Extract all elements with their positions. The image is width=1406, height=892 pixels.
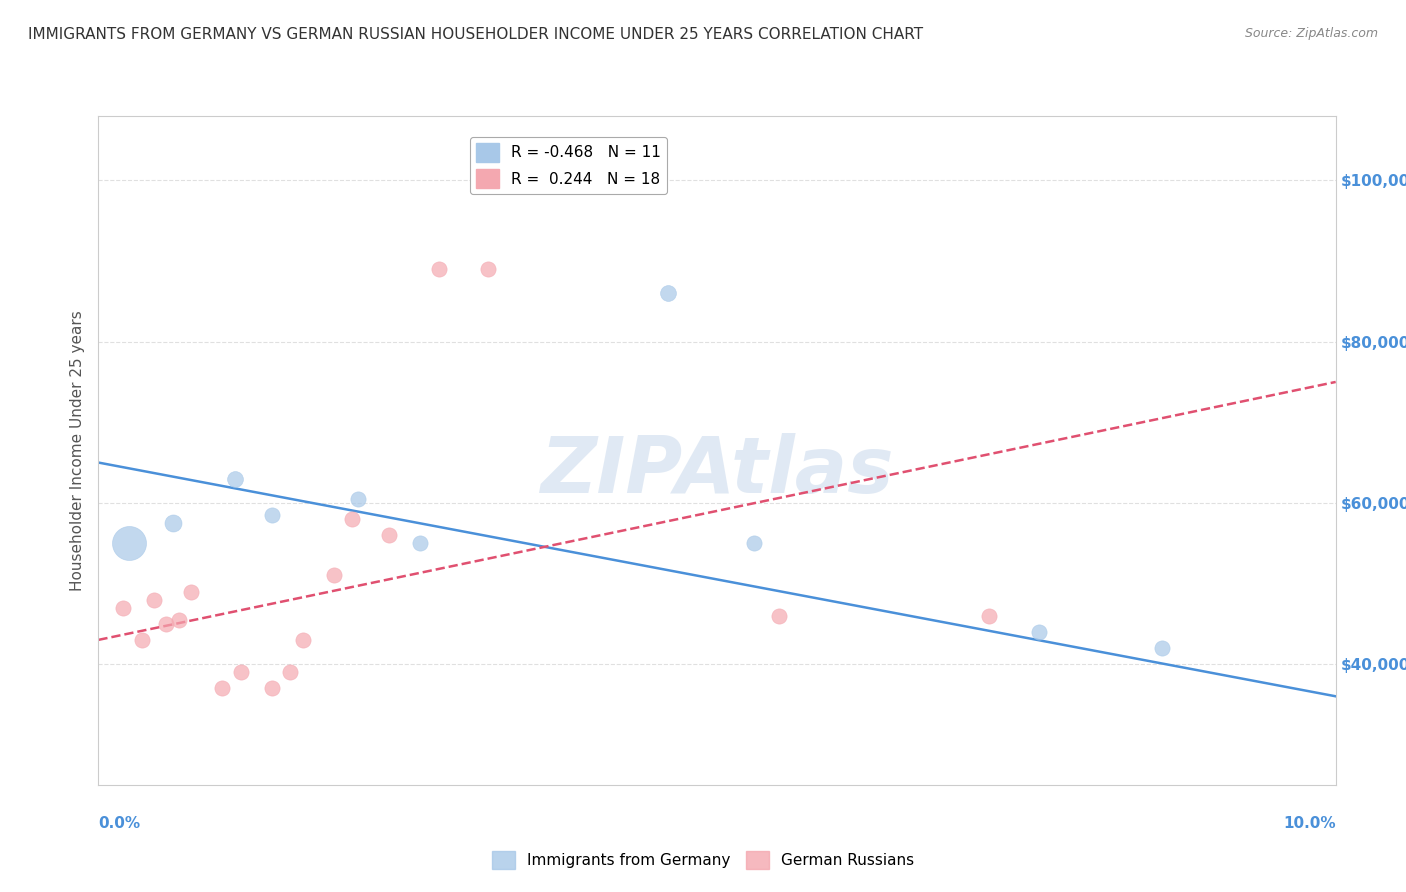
Text: ZIPAtlas: ZIPAtlas [540,433,894,508]
Text: IMMIGRANTS FROM GERMANY VS GERMAN RUSSIAN HOUSEHOLDER INCOME UNDER 25 YEARS CORR: IMMIGRANTS FROM GERMANY VS GERMAN RUSSIA… [28,27,924,42]
Point [477,262,499,277]
Point [1028,624,1050,639]
Point [427,262,450,277]
Point [167,613,190,627]
Legend: Immigrants from Germany, German Russians: Immigrants from Germany, German Russians [486,845,920,875]
Point [131,632,153,647]
Point [112,600,135,615]
Point [657,286,679,301]
Point [260,681,283,696]
Point [409,536,432,550]
Point [347,491,370,506]
Y-axis label: Householder Income Under 25 years: Householder Income Under 25 years [69,310,84,591]
Point [155,616,177,631]
Point [340,512,363,526]
Point [742,536,765,550]
Text: Source: ZipAtlas.com: Source: ZipAtlas.com [1244,27,1378,40]
Point [180,584,202,599]
Point [229,665,252,679]
Text: 0.0%: 0.0% [98,816,141,831]
Legend: R = -0.468   N = 11, R =  0.244   N = 18: R = -0.468 N = 11, R = 0.244 N = 18 [470,137,668,194]
Point [162,516,184,530]
Point [143,592,166,607]
Point [224,472,246,486]
Point [768,608,790,623]
Point [322,568,344,582]
Point [260,508,283,522]
Text: 10.0%: 10.0% [1284,816,1336,831]
Point [278,665,301,679]
Point [1152,640,1174,655]
Point [118,536,141,550]
Point [291,632,314,647]
Point [211,681,233,696]
Point [378,528,401,542]
Point [979,608,1001,623]
